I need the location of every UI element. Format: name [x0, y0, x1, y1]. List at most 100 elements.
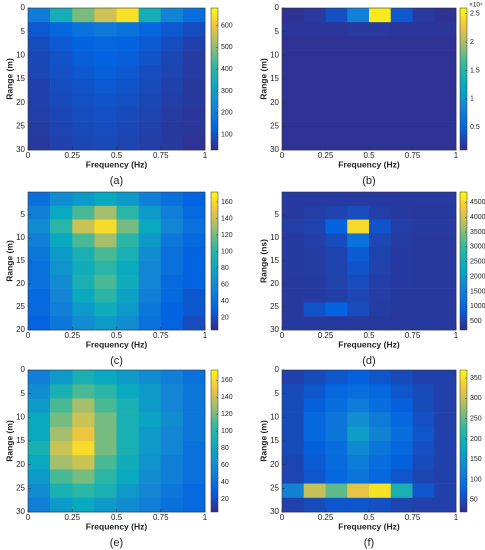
- heat-cell: [282, 455, 305, 470]
- heat-cell: [72, 22, 95, 37]
- heat-cell: [116, 384, 139, 399]
- heat-cell: [94, 483, 117, 499]
- heat-cell: [434, 135, 457, 151]
- heat-cell: [116, 64, 139, 80]
- heat-cell: [138, 233, 162, 248]
- colorbar-tick-label: 300: [221, 88, 233, 95]
- heat-cell: [28, 370, 51, 385]
- colorbar-tick-label: 2500: [470, 259, 485, 266]
- heat-cell: [325, 93, 348, 108]
- heat-cell: [369, 261, 392, 276]
- heat-cell: [182, 469, 206, 484]
- x-tick-label: 1: [454, 331, 459, 340]
- heat-cell: [94, 121, 117, 137]
- heat-cell: [369, 79, 392, 94]
- heat-cell: [369, 302, 392, 317]
- heat-cell: [160, 205, 184, 220]
- panel-label: (e): [110, 537, 123, 549]
- heat-cell: [369, 370, 392, 385]
- panel-label: (a): [110, 175, 123, 187]
- colorbar-tick-label: 3000: [470, 244, 485, 251]
- heat-cell: [347, 412, 370, 428]
- heat-cell: [369, 93, 392, 108]
- heat-cell: [412, 205, 435, 220]
- heat-cell: [116, 233, 139, 248]
- x-tick-label: 0.5: [111, 513, 123, 522]
- heat-cell: [182, 93, 206, 108]
- colorbar-tick-label: 4500: [470, 199, 485, 206]
- heat-cell: [369, 384, 392, 399]
- x-tick-label: 0: [26, 513, 31, 522]
- heat-cell: [390, 205, 413, 220]
- y-tick-label: 10: [270, 50, 279, 59]
- heat-cell: [160, 426, 184, 442]
- heat-cell: [94, 288, 117, 303]
- heat-cell: [160, 64, 184, 80]
- colorbar-tick-label: 200: [470, 436, 482, 443]
- heat-cell: [160, 316, 184, 331]
- heat-cell: [390, 36, 413, 51]
- heat-cell: [303, 93, 326, 108]
- heat-cell: [347, 22, 370, 37]
- x-tick-label: 1: [203, 513, 208, 522]
- heat-cell: [282, 135, 305, 151]
- y-tick-label: 5: [21, 389, 26, 398]
- heat-cell: [72, 455, 95, 470]
- colorbar-tick-label: 20: [221, 314, 229, 321]
- heat-cell: [325, 455, 348, 470]
- heat-cell: [160, 483, 184, 499]
- heat-cell: [28, 455, 51, 470]
- heat-cell: [138, 384, 162, 399]
- heat-cell: [390, 79, 413, 94]
- heat-cell: [94, 233, 117, 248]
- heat-cell: [28, 398, 51, 413]
- heat-cell: [390, 316, 413, 331]
- colorbar-tick-label: 80: [221, 445, 229, 452]
- heat-cell: [412, 79, 435, 94]
- heat-cell: [94, 192, 117, 207]
- heat-cell: [434, 93, 457, 108]
- heat-cell: [282, 261, 305, 276]
- heat-cell: [116, 121, 139, 137]
- heat-cell: [72, 384, 95, 399]
- heat-cell: [282, 370, 305, 385]
- heat-cell: [116, 497, 139, 513]
- y-tick-label: 10: [16, 50, 25, 59]
- colorbar-tick-label: 4000: [470, 214, 485, 221]
- heat-cell: [50, 135, 73, 151]
- panel-label: (c): [110, 355, 123, 367]
- heat-cell: [282, 288, 305, 303]
- y-tick-label: 10: [16, 412, 25, 421]
- y-tick-label: 0: [21, 3, 26, 12]
- colorbar-tick-label: 100: [221, 428, 233, 435]
- heat-cell: [94, 426, 117, 442]
- heat-cell: [303, 247, 326, 262]
- heat-cell: [282, 192, 305, 207]
- heat-cell: [347, 261, 370, 276]
- heat-cell: [369, 205, 392, 220]
- colorbar-tick-label: 1500: [470, 288, 485, 295]
- heat-cell: [50, 469, 73, 484]
- heat-cell: [412, 93, 435, 108]
- heat-cell: [160, 412, 184, 428]
- heat-cell: [50, 93, 73, 108]
- heat-cell: [138, 107, 162, 122]
- heat-cell: [303, 22, 326, 37]
- x-axis-label: Frequency (Hz): [338, 521, 400, 531]
- heat-cell: [282, 469, 305, 484]
- heat-cell: [72, 8, 95, 23]
- panel-label: (f): [364, 537, 374, 549]
- heat-cell: [138, 261, 162, 276]
- heat-cell: [325, 274, 348, 289]
- colorbar-tick-label: 100: [470, 476, 482, 483]
- heat-cell: [72, 288, 95, 303]
- colorbar-tick-label: 40: [221, 479, 229, 486]
- heat-cell: [116, 274, 139, 289]
- y-tick-label: 5: [275, 389, 280, 398]
- heat-cell: [182, 121, 206, 137]
- y-tick-label: 20: [270, 98, 279, 107]
- heat-cell: [116, 135, 139, 151]
- heat-cell: [50, 205, 73, 220]
- heat-cell: [412, 233, 435, 248]
- heat-cell: [116, 261, 139, 276]
